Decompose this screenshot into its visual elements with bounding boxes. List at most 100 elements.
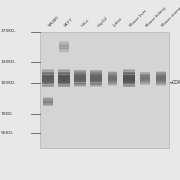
Bar xyxy=(90,79,102,80)
Bar xyxy=(74,72,86,73)
Bar xyxy=(90,70,102,71)
Bar xyxy=(123,76,135,77)
Bar xyxy=(42,74,54,75)
Bar xyxy=(74,71,86,72)
Bar xyxy=(108,77,118,78)
Bar xyxy=(156,80,166,81)
Bar xyxy=(42,78,54,79)
Bar xyxy=(140,82,150,83)
Bar xyxy=(108,79,118,80)
Bar xyxy=(108,73,118,74)
Bar xyxy=(58,78,70,79)
Bar xyxy=(58,72,70,73)
Bar xyxy=(108,73,118,74)
Bar xyxy=(43,97,53,98)
Bar xyxy=(74,85,86,86)
Bar xyxy=(108,80,118,81)
Bar xyxy=(156,77,166,78)
Bar xyxy=(156,85,166,86)
Bar xyxy=(42,83,54,84)
Bar xyxy=(59,46,69,47)
Bar xyxy=(156,74,166,75)
Bar xyxy=(58,75,70,76)
Bar xyxy=(43,98,53,99)
Bar xyxy=(58,82,70,83)
Bar xyxy=(42,85,54,86)
Bar xyxy=(74,73,86,74)
Bar xyxy=(156,73,166,74)
Bar xyxy=(156,82,166,83)
Bar xyxy=(90,76,102,77)
Bar xyxy=(58,70,70,71)
Bar xyxy=(108,84,118,85)
Bar xyxy=(59,49,69,50)
Bar xyxy=(74,79,86,80)
Bar xyxy=(42,86,54,87)
Bar xyxy=(42,81,54,82)
Bar xyxy=(58,70,70,71)
Bar xyxy=(43,100,53,101)
Bar xyxy=(123,76,135,77)
Bar xyxy=(42,79,54,80)
Bar xyxy=(156,78,166,80)
Bar xyxy=(58,75,70,76)
Bar xyxy=(59,50,69,51)
Bar xyxy=(58,80,70,82)
Bar xyxy=(156,75,166,76)
Bar xyxy=(90,71,102,72)
Bar xyxy=(43,102,53,103)
Bar xyxy=(58,80,70,81)
Bar xyxy=(43,102,53,103)
Bar xyxy=(58,69,70,70)
Text: 70KD-: 70KD- xyxy=(1,112,14,116)
Bar xyxy=(140,74,150,75)
Bar xyxy=(156,71,166,72)
Bar xyxy=(59,47,69,48)
Bar xyxy=(156,72,166,73)
Bar xyxy=(108,77,118,78)
Bar xyxy=(123,84,135,85)
Bar xyxy=(58,71,70,72)
Bar xyxy=(43,103,53,104)
Bar xyxy=(140,72,150,73)
Bar xyxy=(140,81,150,82)
Bar xyxy=(42,73,54,75)
Bar xyxy=(43,103,53,104)
Bar xyxy=(42,70,54,71)
Bar xyxy=(74,79,86,80)
Bar xyxy=(74,81,86,82)
Bar xyxy=(90,84,102,85)
Bar xyxy=(156,83,166,84)
Bar xyxy=(156,79,166,80)
Bar xyxy=(74,75,86,76)
Bar xyxy=(90,77,102,78)
Bar xyxy=(42,72,54,73)
Bar xyxy=(42,77,54,78)
Bar xyxy=(123,79,135,80)
Bar xyxy=(108,78,118,80)
Text: COPB2: COPB2 xyxy=(172,80,180,85)
Bar xyxy=(58,73,70,74)
Bar xyxy=(58,77,70,78)
Text: SW480: SW480 xyxy=(48,15,60,28)
Bar xyxy=(59,50,69,51)
Bar xyxy=(123,77,135,78)
Bar xyxy=(90,74,102,75)
Bar xyxy=(90,76,102,77)
Bar xyxy=(156,75,166,76)
Bar xyxy=(43,99,53,100)
Bar xyxy=(42,70,54,71)
Bar xyxy=(108,81,118,82)
Bar xyxy=(108,82,118,83)
Bar xyxy=(74,76,86,77)
Bar xyxy=(140,78,150,79)
Bar xyxy=(156,74,166,75)
Bar xyxy=(58,77,70,78)
Bar xyxy=(58,79,70,80)
Bar xyxy=(90,70,102,71)
Bar xyxy=(123,81,135,82)
Bar xyxy=(108,76,118,77)
Bar xyxy=(43,99,53,100)
Bar xyxy=(59,48,69,49)
Bar xyxy=(156,77,166,78)
